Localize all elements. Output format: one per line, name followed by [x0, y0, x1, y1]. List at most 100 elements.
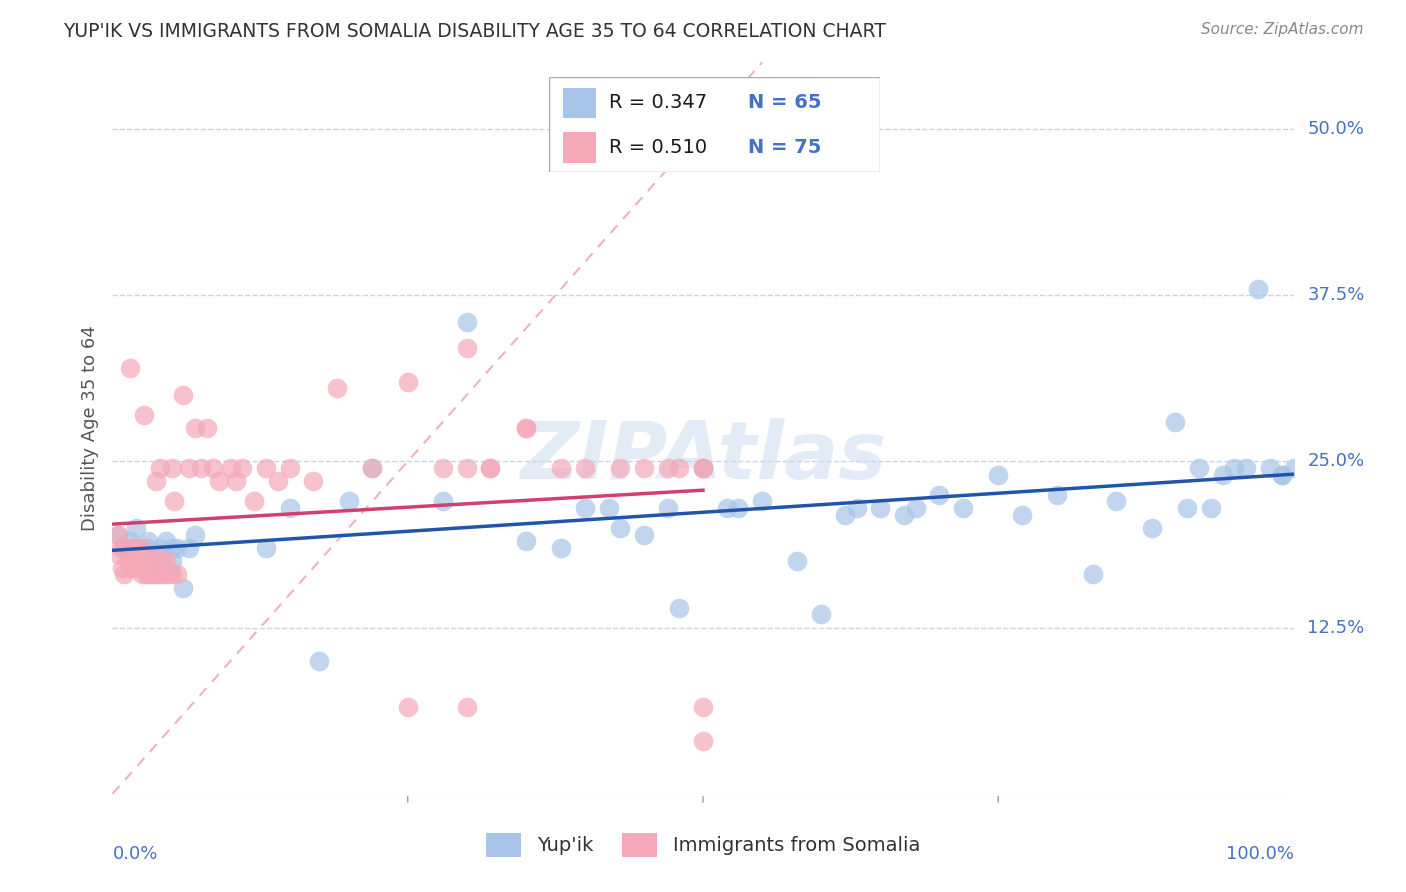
Point — [145, 475, 167, 489]
Point — [302, 475, 325, 489]
Point — [254, 541, 277, 555]
Point — [149, 541, 172, 555]
Point — [160, 567, 183, 582]
Point — [121, 541, 143, 555]
Point — [1247, 281, 1270, 295]
Point — [609, 461, 631, 475]
Point — [149, 461, 172, 475]
Point — [633, 527, 655, 541]
Text: ZIPAtlas: ZIPAtlas — [520, 418, 886, 497]
Point — [146, 567, 169, 582]
Point — [208, 475, 231, 489]
Point — [456, 342, 478, 356]
Point — [278, 461, 301, 475]
Point — [1188, 461, 1211, 475]
Point — [125, 541, 148, 555]
Point — [201, 461, 224, 475]
Point — [893, 508, 915, 522]
Point — [136, 541, 159, 555]
Point — [456, 315, 478, 329]
Point — [160, 461, 183, 475]
Point — [184, 527, 207, 541]
Point — [142, 554, 165, 568]
Point — [1081, 567, 1104, 582]
Point — [190, 461, 212, 475]
Point — [1234, 461, 1257, 475]
Point — [1046, 488, 1069, 502]
Point — [479, 461, 502, 475]
Point — [134, 408, 156, 422]
Point — [163, 494, 186, 508]
Point — [152, 567, 174, 582]
Point — [166, 567, 188, 582]
Point — [928, 488, 950, 502]
Point — [127, 554, 149, 568]
Point — [110, 541, 132, 555]
Point — [112, 567, 135, 582]
Point — [136, 567, 159, 582]
Point — [904, 500, 927, 515]
Point — [1212, 467, 1234, 482]
Text: 12.5%: 12.5% — [1308, 619, 1365, 637]
Point — [716, 500, 738, 515]
Point — [326, 381, 349, 395]
Point — [120, 534, 142, 549]
Point — [1175, 500, 1198, 515]
Point — [692, 461, 714, 475]
Point — [107, 548, 129, 562]
Text: 0.0%: 0.0% — [112, 845, 157, 863]
Point — [869, 500, 891, 515]
Point — [515, 421, 537, 435]
Point — [727, 500, 749, 515]
Point — [254, 461, 277, 475]
Point — [267, 475, 290, 489]
Point — [131, 567, 153, 582]
Point — [131, 541, 153, 555]
Point — [160, 541, 183, 555]
Text: 25.0%: 25.0% — [1308, 452, 1365, 470]
Text: 37.5%: 37.5% — [1308, 286, 1365, 304]
Point — [692, 733, 714, 747]
Point — [107, 527, 129, 541]
Point — [432, 494, 454, 508]
Point — [149, 548, 172, 562]
Point — [1271, 467, 1294, 482]
Point — [515, 534, 537, 549]
Point — [155, 534, 177, 549]
Point — [231, 461, 253, 475]
Point — [142, 548, 165, 562]
Point — [120, 361, 142, 376]
Point — [225, 475, 247, 489]
Y-axis label: Disability Age 35 to 64: Disability Age 35 to 64 — [80, 326, 98, 531]
Point — [609, 521, 631, 535]
Point — [125, 521, 148, 535]
Point — [184, 421, 207, 435]
Point — [172, 581, 194, 595]
Legend: Yup'ik, Immigrants from Somalia: Yup'ik, Immigrants from Somalia — [478, 825, 928, 864]
Point — [107, 527, 129, 541]
Point — [139, 554, 162, 568]
Point — [115, 541, 138, 555]
Point — [160, 554, 183, 568]
Text: 100.0%: 100.0% — [1226, 845, 1294, 863]
Point — [117, 554, 139, 568]
Point — [1258, 461, 1281, 475]
Point — [142, 567, 165, 582]
Point — [166, 541, 188, 555]
Point — [112, 541, 135, 555]
Point — [810, 607, 832, 622]
Point — [657, 500, 679, 515]
Point — [135, 567, 157, 582]
Point — [141, 567, 163, 582]
Point — [128, 548, 150, 562]
Point — [786, 554, 808, 568]
Text: Source: ZipAtlas.com: Source: ZipAtlas.com — [1201, 22, 1364, 37]
Point — [219, 461, 242, 475]
Point — [243, 494, 266, 508]
Point — [278, 500, 301, 515]
Point — [692, 700, 714, 714]
Point — [1164, 415, 1187, 429]
Point — [125, 554, 148, 568]
Point — [550, 541, 572, 555]
Point — [125, 541, 148, 555]
